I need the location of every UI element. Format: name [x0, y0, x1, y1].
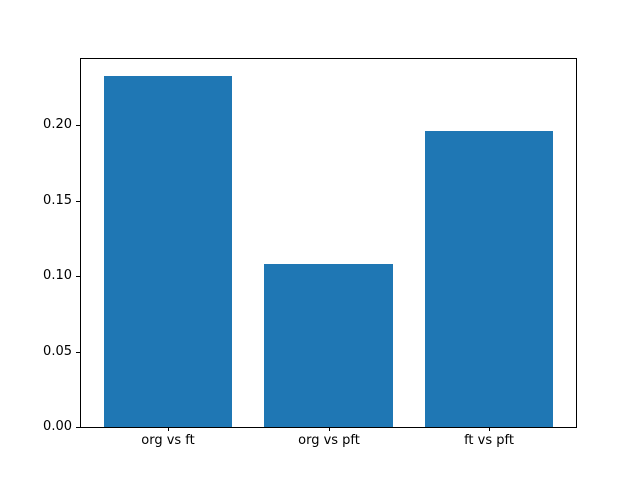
- bar-org-vs-pft: [264, 264, 393, 427]
- y-tick-label: 0.00: [43, 419, 72, 434]
- x-tick-mark: [168, 428, 169, 431]
- x-tick-label: org vs ft: [141, 433, 195, 448]
- x-tick-label: org vs pft: [298, 433, 360, 448]
- plot-area: [80, 58, 577, 428]
- y-tick-mark: [76, 125, 80, 126]
- y-tick-mark: [76, 201, 80, 202]
- x-tick-mark: [329, 428, 330, 431]
- y-tick-mark: [76, 352, 80, 353]
- y-tick-label: 0.10: [43, 268, 72, 283]
- y-tick-label: 0.15: [43, 193, 72, 208]
- y-tick-label: 0.05: [43, 344, 72, 359]
- x-tick-label: ft vs pft: [464, 433, 514, 448]
- bar-ft-vs-pft: [424, 131, 554, 427]
- bar-org-vs-ft: [103, 75, 233, 427]
- y-tick-mark: [76, 427, 80, 428]
- y-tick-label: 0.20: [43, 117, 72, 132]
- x-tick-mark: [489, 428, 490, 431]
- y-tick-mark: [76, 276, 80, 277]
